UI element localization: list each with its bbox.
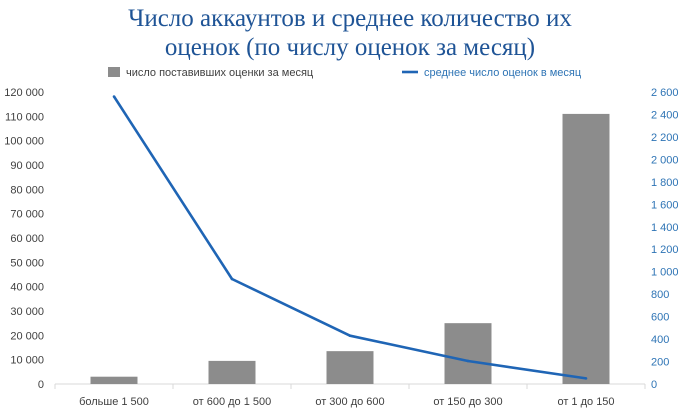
line-point <box>584 377 588 380</box>
y-right-tick-label: 200 <box>651 357 669 369</box>
y-right-tick-label: 1 000 <box>651 267 679 279</box>
y-left-tick-label: 30 000 <box>10 306 44 318</box>
bar <box>444 323 492 384</box>
y-left-tick-label: 90 000 <box>10 160 44 172</box>
y-right-tick-label: 1 200 <box>651 244 679 256</box>
bar <box>90 376 138 384</box>
y-left-tick-label: 50 000 <box>10 257 44 269</box>
line-point <box>112 95 116 98</box>
y-right-tick-label: 800 <box>651 289 669 301</box>
y-left-tick-label: 60 000 <box>10 233 44 245</box>
y-right-tick-label: 400 <box>651 334 669 346</box>
y-right-tick-label: 1 800 <box>651 177 679 189</box>
y-left-tick-label: 80 000 <box>10 184 44 196</box>
y-right-tick-label: 2 400 <box>651 109 679 121</box>
y-left-tick-label: 40 000 <box>10 282 44 294</box>
y-right-tick-label: 1 400 <box>651 222 679 234</box>
y-right-tick-label: 2 000 <box>651 154 679 166</box>
x-category-label: от 1 до 150 <box>557 396 614 408</box>
y-left-tick-label: 70 000 <box>10 209 44 221</box>
y-left-tick-label: 10 000 <box>10 355 44 367</box>
bar <box>326 351 374 384</box>
legend-bar-label: число поставивших оценки за месяц <box>126 67 314 79</box>
x-category-label: больше 1 500 <box>79 396 149 408</box>
chart-title-line-1: Число аккаунтов и среднее количество их <box>128 5 572 32</box>
y-left-tick-label: 20 000 <box>10 330 44 342</box>
line-point <box>230 277 234 281</box>
x-category-label: от 150 до 300 <box>433 396 502 408</box>
y-left-tick-label: 120 000 <box>4 87 44 99</box>
legend-line-label: среднее число оценок в месяц <box>424 67 582 79</box>
line-point <box>348 334 352 338</box>
y-right-tick-label: 2 600 <box>651 87 679 99</box>
chart-title-line-2: оценок (по числу оценок за месяц) <box>164 34 536 61</box>
bar <box>208 360 256 384</box>
y-left-tick-label: 110 000 <box>5 111 44 123</box>
y-right-tick-label: 600 <box>651 312 669 324</box>
y-right-tick-label: 1 600 <box>651 199 679 211</box>
x-category-label: от 300 до 600 <box>315 396 384 408</box>
y-left-tick-label: 100 000 <box>4 136 44 148</box>
line-point <box>466 359 470 363</box>
y-right-tick-label: 0 <box>651 379 657 391</box>
bar <box>562 113 610 385</box>
y-left-tick-label: 0 <box>38 379 44 391</box>
legend-bar-swatch <box>108 67 120 77</box>
y-right-tick-label: 2 200 <box>651 132 679 144</box>
x-category-label: от 600 до 1 500 <box>193 396 272 408</box>
chart-title: Число аккаунтов и среднее количество их … <box>0 4 700 62</box>
